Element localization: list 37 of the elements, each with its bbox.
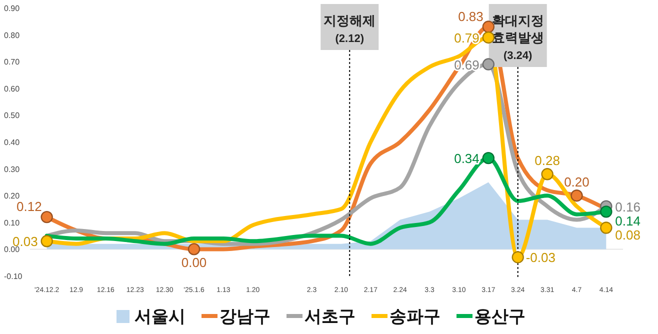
data-label: 0.12 (16, 199, 42, 214)
legend-label: 서울시 (134, 307, 186, 326)
legend-label: 서초구 (304, 307, 356, 326)
point (600, 206, 612, 218)
point (40, 235, 53, 248)
data-label: 0.14 (615, 213, 640, 228)
data-label: 0.08 (615, 227, 640, 242)
data-label: 0.20 (564, 174, 590, 190)
point (188, 243, 200, 256)
point (541, 168, 554, 180)
data-label: 0.28 (534, 153, 560, 168)
y-tick-label: 0.70 (4, 58, 20, 67)
data-label: 0.00 (181, 255, 207, 270)
point (40, 210, 53, 224)
y-tick-label: 0.90 (4, 4, 20, 13)
ref-line-label: 지정해제 (2.12) (324, 13, 376, 45)
data-label: 0.83 (458, 8, 484, 24)
data-label: 0.16 (615, 199, 640, 214)
data-label: 0.34 (454, 151, 480, 166)
y-tick-label: 0.00 (4, 245, 20, 254)
y-tick-label: 0.20 (4, 192, 20, 201)
point (512, 251, 524, 264)
point (600, 222, 612, 234)
legend-label: 송파구 (390, 307, 440, 326)
legend-label: 용산구 (474, 307, 526, 326)
point (482, 152, 495, 164)
y-tick-label: -0.10 (4, 272, 23, 281)
y-tick-label: 0.10 (4, 218, 20, 228)
point (570, 190, 583, 202)
y-tick-label: 0.30 (4, 164, 20, 174)
y-tick-label: 0.60 (4, 84, 20, 94)
y-tick-label: 0.80 (4, 30, 20, 40)
point (482, 58, 495, 70)
y-tick-label: 0.50 (4, 111, 20, 120)
data-label: -0.03 (526, 250, 556, 266)
y-tick-label: 0.40 (4, 138, 20, 147)
legend-label: 강남구 (220, 307, 270, 326)
